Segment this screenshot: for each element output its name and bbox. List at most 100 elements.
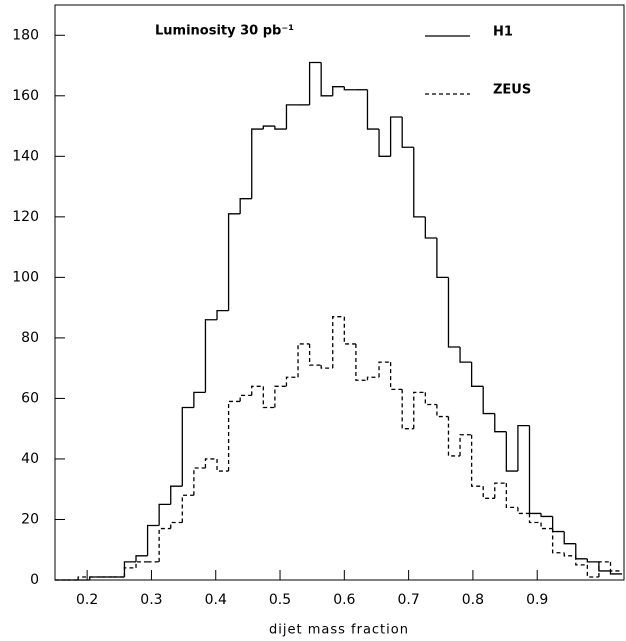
histogram-bin [216,458,229,472]
x-tick-label: 0.6 [333,592,355,608]
histogram-bin [297,343,310,378]
histogram-bin [424,392,437,406]
histogram-bin [123,561,137,577]
histogram-bin [540,513,553,518]
histogram-bin [401,389,414,430]
y-tick-label: 160 [12,88,39,104]
histogram-bin [413,391,426,429]
histogram-bin [227,213,241,311]
histogram-bin [343,316,356,345]
histogram-bin [158,527,171,562]
legend-label: H1 [493,25,513,40]
histogram-bin [609,570,623,575]
x-tick-label: 0.9 [526,592,548,608]
histogram-bin [517,425,530,472]
histogram-bin [378,129,391,157]
histogram-bin [482,486,495,499]
histogram-bin [563,531,576,545]
histogram-bin [181,494,194,523]
histogram-bin [332,316,345,369]
histogram-bin [123,567,137,577]
histogram-bin [320,62,333,97]
histogram-bin [193,391,206,408]
histogram-bin [355,343,368,381]
histogram-bin [204,458,218,469]
y-tick-label: 0 [30,572,39,588]
x-tick-label: 0.5 [269,592,291,608]
histogram-bin [413,147,426,218]
x-tick-label: 0.8 [462,592,484,608]
histogram-bin [505,483,518,509]
y-tick-label: 140 [12,148,39,164]
legend-label: ZEUS [493,83,531,98]
histogram-bin [447,416,461,457]
histogram-bin [216,310,229,320]
histogram-bin [135,561,148,568]
y-tick-label: 120 [12,209,39,225]
histogram-bin [551,516,565,533]
histogram-bin [274,385,287,408]
x-tick-label: 0.4 [205,592,227,608]
histogram-bin [505,431,518,472]
x-tick-label: 0.2 [76,592,98,608]
histogram-bin [204,319,218,393]
y-tick-label: 60 [21,390,39,406]
histogram-bin [528,513,542,524]
histogram-bin [285,376,299,387]
histogram-bin [459,434,472,456]
histogram-bin [77,576,90,580]
histogram-bin [285,104,299,130]
histogram-bin [274,126,287,130]
y-tick-label: 180 [12,27,39,43]
plot-frame [54,4,625,581]
histogram-bin [146,524,160,556]
histogram-bin [540,522,553,530]
histogram-bin [308,61,322,105]
histogram-bin [424,216,437,239]
histogram-bin [158,503,171,526]
histogram-bin [401,116,414,148]
histogram-bin [135,555,148,562]
histogram-bin [181,406,194,487]
y-tick-label: 100 [12,269,39,285]
y-tick-label: 80 [21,330,39,346]
histogram-bin [482,386,495,415]
histogram-bin [528,425,542,515]
histogram-bin [598,561,611,577]
histogram-bin [366,89,380,130]
histogram-bin [227,400,241,472]
histogram-bin [551,528,565,554]
histogram-bin [378,361,391,378]
y-tick-label: 20 [21,511,39,527]
histogram-bin [494,413,507,433]
histogram-bin [470,434,484,487]
histogram-bin [517,507,530,515]
y-tick-label: 40 [21,451,39,467]
annotation: Luminosity 30 pb⁻¹ [155,24,294,39]
histogram-bin [436,404,449,418]
histogram-bin [193,467,206,496]
histogram-bin [251,128,264,199]
histogram-bin [366,376,380,381]
histogram-bin [609,561,623,572]
histogram-bin [262,386,275,409]
histogram-bin [575,543,588,560]
histogram-bin [575,555,588,566]
histogram-bin [389,116,403,157]
histogram-bin [470,362,484,387]
histogram-bin [563,552,576,557]
histogram-bin [170,521,183,529]
x-tick-label: 0.7 [397,592,419,608]
histogram-bin [586,564,599,578]
x-tick-label: 0.3 [140,592,162,608]
histogram-bin [459,346,472,363]
histogram-bin [262,125,275,130]
histogram-bin [343,86,356,91]
histogram-bin [320,365,333,369]
histogram-bin [494,482,507,499]
histogram-bin [332,86,345,96]
histogram-bin [308,343,322,366]
histogram-bin [239,394,252,402]
histogram-bin [239,198,252,214]
